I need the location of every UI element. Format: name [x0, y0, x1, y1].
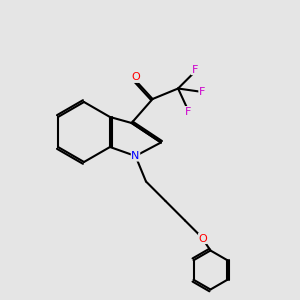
Text: O: O — [199, 233, 207, 244]
Text: O: O — [132, 72, 140, 82]
Text: F: F — [184, 106, 191, 117]
Text: N: N — [131, 151, 140, 161]
Text: F: F — [199, 86, 205, 97]
Text: F: F — [191, 64, 198, 75]
